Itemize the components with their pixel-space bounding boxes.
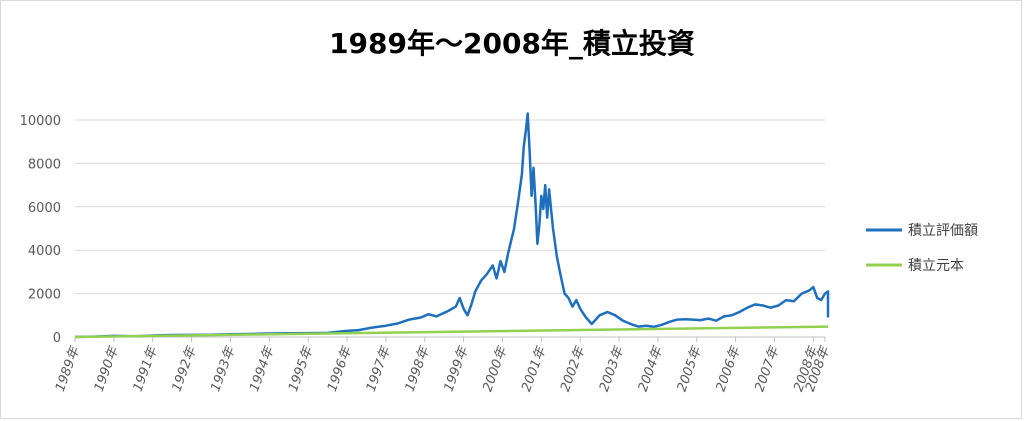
y-tick-label: 6000: [28, 201, 61, 216]
y-tick-label: 0: [53, 331, 61, 346]
legend-label: 積立元本: [908, 258, 964, 274]
y-tick-label: 2000: [28, 288, 61, 303]
x-tick-label: 1998年: [403, 343, 434, 393]
x-tick-label: 2001年: [519, 343, 550, 393]
x-tick-label: 1991年: [131, 343, 162, 393]
y-tick-label: 8000: [28, 157, 61, 172]
y-tick-label: 4000: [28, 244, 61, 259]
y-axis-tick-labels: 0 2000 4000 6000 8000 10000: [20, 114, 61, 346]
x-tick-label: 1994年: [247, 343, 278, 393]
x-tick-label: 2004年: [636, 343, 667, 393]
x-tick-label: 2006年: [714, 343, 745, 393]
x-tick-label: 1995年: [286, 343, 317, 393]
series-lines: [74, 112, 830, 339]
legend-label: 積立評価額: [908, 223, 978, 239]
x-tick-label: 2002年: [558, 343, 589, 393]
series-line: [74, 325, 829, 339]
x-tick-label: 2000年: [480, 343, 511, 393]
x-tick-label: 2003年: [597, 343, 628, 393]
series-line: [74, 112, 830, 339]
x-tick-label: 2005年: [675, 343, 706, 393]
x-tick-label: 1992年: [169, 343, 200, 393]
x-tick-label: 1993年: [208, 343, 239, 393]
chart-title: 1989年～2008年_積立投資: [329, 27, 695, 60]
y-tick-label: 10000: [20, 114, 61, 129]
x-axis-tick-labels: 1989年 1990年 1991年 1992年 1993年 1994年 1995年 1996年…: [53, 337, 833, 394]
y-gridlines: [75, 119, 825, 295]
x-tick-label: 1997年: [364, 343, 395, 393]
x-tick-label: 1999年: [441, 343, 472, 393]
x-tick-label: 1989年: [53, 343, 84, 393]
x-tick-label: 1996年: [325, 343, 356, 393]
x-tick-label: 2007年: [752, 343, 783, 393]
x-tick-label: 1990年: [92, 343, 123, 393]
